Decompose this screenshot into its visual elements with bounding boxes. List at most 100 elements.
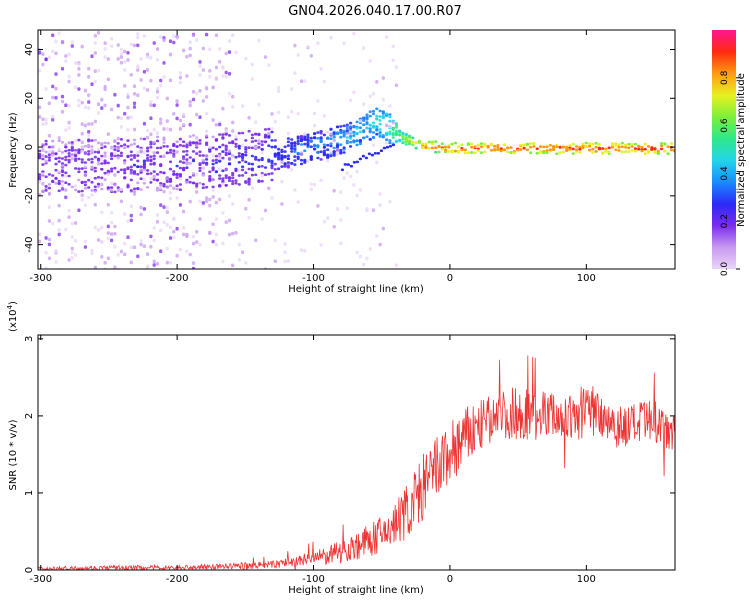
spectrogram-cell (381, 114, 385, 118)
spectrogram-cell (578, 151, 582, 154)
spectrogram-cell (617, 143, 621, 146)
spectrogram-cell (552, 146, 556, 150)
spectrogram-cell (299, 79, 304, 83)
spectrogram-cell (260, 143, 264, 146)
spectrogram-cell (44, 159, 48, 164)
spectrogram-cell (185, 166, 189, 169)
spectrogram-cell (250, 173, 254, 177)
spectrogram-cell (60, 151, 65, 154)
y-tick-label: -20 (24, 188, 35, 204)
spectrogram-cell (70, 40, 74, 44)
spectrogram-cell (237, 161, 241, 164)
spectrogram-cell (182, 48, 186, 53)
spectrogram-cell (529, 145, 533, 149)
spectrogram-cell (231, 182, 235, 186)
spectrogram-cell (123, 111, 127, 116)
spectrogram-cell (129, 168, 133, 172)
spectrogram-cell (283, 250, 287, 255)
spectrogram-cell (103, 171, 107, 175)
spectrogram-cell (191, 159, 196, 163)
spectrogram-cell (146, 88, 150, 92)
spectrogram-cell (146, 157, 150, 160)
spectrogram-cell (293, 150, 297, 153)
spectrogram-cell (182, 150, 186, 153)
spectrogram-cell (70, 148, 74, 151)
spectrogram-cell (211, 188, 215, 192)
spectrogram-cell (77, 87, 81, 91)
spectrogram-cell (224, 70, 228, 75)
spectrogram-cell (332, 152, 336, 155)
spectrogram-cell (51, 139, 55, 143)
spectrogram-cell (106, 161, 110, 165)
spectrogram-cell (149, 100, 153, 104)
spectrogram-cell (463, 148, 467, 152)
spectrogram-cell (83, 88, 87, 93)
spectrogram-cell (136, 154, 140, 157)
spectrogram-cell (221, 211, 225, 215)
spectrogram-cell (352, 125, 356, 129)
spectrogram-cell (627, 150, 631, 153)
spectrogram-cell (663, 142, 667, 145)
spectrogram-cell (67, 148, 71, 152)
spectrogram-cell (146, 186, 150, 189)
spectrogram-cell (224, 75, 228, 79)
spectrogram-cell (332, 146, 336, 150)
spectrogram-cell (322, 114, 326, 118)
spectrogram-cell (93, 69, 97, 73)
spectrogram-cell (339, 143, 343, 146)
spectrogram-cell (44, 150, 48, 154)
spectrogram-cell (391, 136, 395, 139)
spectrogram-cell (339, 241, 343, 246)
spectrogram-cell (168, 184, 173, 187)
spectrogram-cell (211, 118, 215, 122)
spectrogram-cell (165, 260, 169, 265)
spectrogram-cell (60, 164, 65, 168)
spectrogram-cell (47, 237, 51, 242)
spectrogram-cell (313, 136, 317, 139)
spectrogram-cell (273, 168, 277, 171)
spectrogram-cell (205, 196, 209, 200)
spectrogram-cell (388, 132, 392, 136)
spectrogram-frame (37, 29, 676, 270)
spectrogram-cell (132, 171, 137, 175)
spectrogram-cell (119, 154, 123, 157)
spectrogram-cell (221, 182, 225, 186)
spectrogram-cell (316, 137, 320, 140)
spectrogram-cell (41, 148, 45, 152)
spectrogram-cell (152, 41, 156, 45)
spectrogram-cell (67, 103, 71, 108)
spectrogram-cell (224, 151, 228, 155)
x-tick-label: -100 (302, 273, 325, 284)
spectrogram-cell (535, 151, 539, 155)
spectrogram-cell (60, 183, 65, 188)
spectrogram-cell (453, 141, 457, 145)
spectrogram-cell (601, 147, 605, 150)
spectrogram-cell (38, 152, 42, 156)
spectrogram-cell (152, 170, 156, 173)
spectrogram-cell (83, 203, 87, 208)
spectrogram-cell (273, 139, 277, 142)
spectrogram-cell (460, 143, 464, 147)
spectrogram-cell (38, 232, 42, 237)
spectrogram-cell (277, 147, 281, 151)
spectrogram-cell (565, 149, 569, 152)
spectrogram-cell (342, 134, 346, 138)
spectrogram-cell (231, 173, 235, 177)
spectrogram-cell (296, 139, 300, 143)
spectrogram-cell (378, 242, 382, 247)
spectrogram-cell (119, 249, 123, 254)
spectrogram-cell (391, 120, 395, 125)
spectrogram-cell (486, 146, 490, 149)
spectrogram-cell (100, 210, 104, 215)
spectrogram-cell (123, 171, 127, 175)
spectrogram-cell (303, 79, 307, 83)
spectrogram-cell (57, 139, 61, 143)
spectrogram-cell (221, 143, 225, 147)
spectrogram-cell (64, 54, 68, 58)
spectrogram-cell (254, 145, 258, 149)
spectrogram-cell (44, 117, 48, 122)
spectrogram-cell (132, 190, 137, 193)
spectrogram-cell (106, 77, 110, 82)
spectrogram-cell (227, 232, 232, 237)
spectrogram-cell (208, 47, 212, 52)
